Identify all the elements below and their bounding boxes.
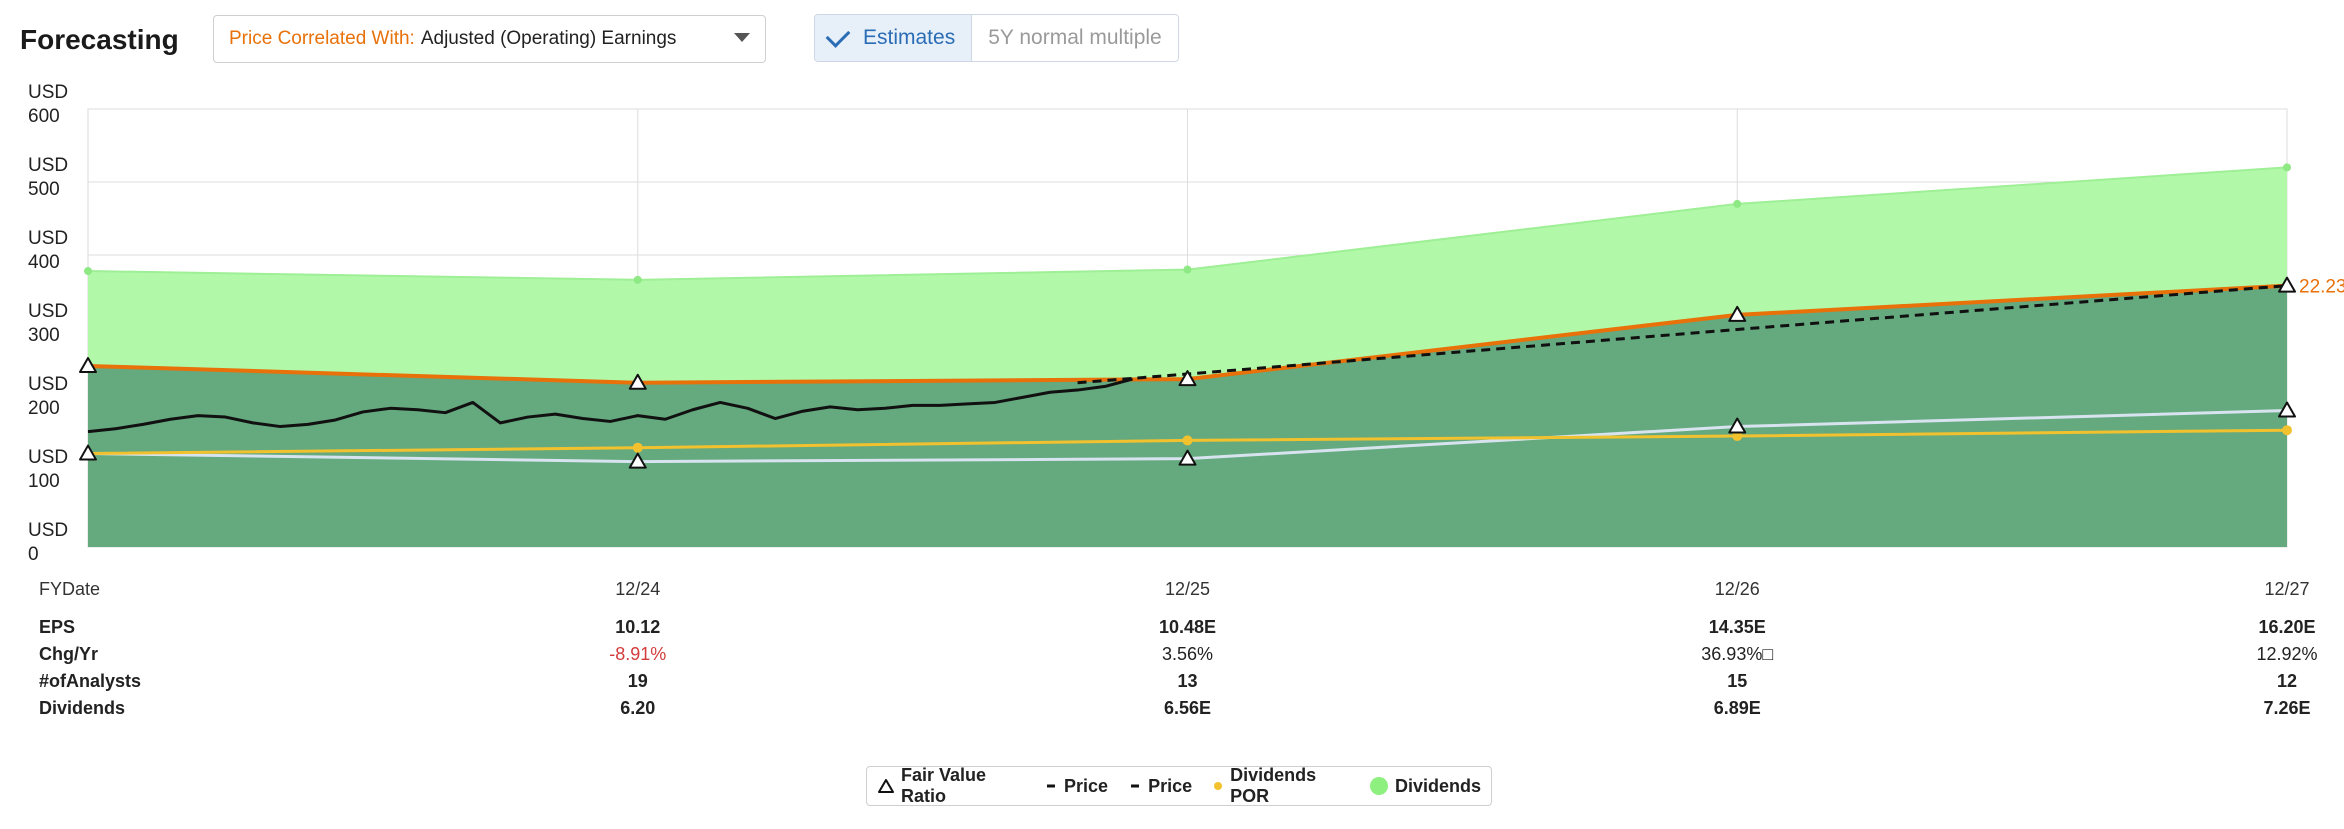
x-tick-label: 12/27: [2264, 579, 2309, 599]
fair-value-ratio-marker: [1178, 449, 1197, 466]
fair-value-ratio-marker: [628, 452, 647, 469]
x-tick-label: 12/24: [615, 579, 660, 599]
dropdown-label: Price Correlated With:: [229, 28, 415, 49]
chart-legend: Fair Value Ratio Price Price Dividends P…: [866, 765, 1492, 807]
y-tick-currency: USD: [28, 82, 68, 103]
y-tick-currency: USD: [28, 447, 68, 468]
legend-item-dividends[interactable]: Dividends: [1369, 776, 1481, 797]
table-cell: 7.26E: [2263, 698, 2311, 718]
table-cell: 10.48E: [1158, 617, 1217, 637]
dot-icon: [1369, 776, 1389, 796]
y-tick-currency: USD: [28, 520, 68, 541]
table-cell: 13: [1177, 671, 1198, 691]
dropdown-value: Adjusted (Operating) Earnings: [420, 28, 677, 49]
x-tick-label: 12/26: [1715, 579, 1760, 599]
price-line: [87, 377, 1133, 434]
fair-value-ratio-marker: [628, 373, 647, 390]
normal-multiple-button[interactable]: 5Y normal multiple: [972, 15, 1178, 61]
table-cell: 19: [627, 671, 648, 691]
table-cell: 6.56E: [1163, 698, 1212, 718]
dividends-point: [1183, 265, 1192, 274]
table-cell: 6.20: [620, 698, 656, 718]
legend-label: Dividends POR: [1230, 765, 1317, 806]
fair-value-ratio-marker: [2278, 276, 2296, 293]
fair-value-ratio-marker: [79, 356, 97, 373]
y-tick-label: 100: [28, 471, 60, 492]
table-cell: -8.91%: [609, 644, 667, 664]
page-title: Forecasting: [20, 24, 179, 55]
table-cell: 14.35E: [1708, 617, 1766, 637]
dividends-point: [84, 267, 92, 276]
estimates-label: Estimates: [863, 26, 956, 49]
triangle-icon: [877, 778, 895, 794]
y-tick-currency: USD: [28, 301, 68, 322]
end-value-label: 22.23: [2299, 277, 2344, 298]
legend-item-dividends-por[interactable]: Dividends POR: [1212, 765, 1349, 807]
dividends-por-point: [632, 442, 643, 453]
table-row-label: Dividends: [39, 698, 126, 718]
table-cell: 3.56%: [1161, 644, 1214, 664]
table-cell: 10.12: [615, 617, 661, 637]
y-tick-label: 600: [28, 106, 60, 127]
y-tick-label: 200: [28, 398, 60, 419]
dash-icon: [1128, 781, 1142, 791]
table-cell: 6.89E: [1713, 698, 1761, 718]
y-tick-currency: USD: [28, 155, 68, 176]
fair-value-ratio-marker: [1728, 417, 1747, 434]
table-cell: 16.20E: [2258, 617, 2316, 637]
y-tick-currency: USD: [28, 374, 68, 395]
price-correlated-dropdown[interactable]: Price Correlated With: Adjusted (Operati…: [213, 15, 766, 63]
dividends-por-point: [2282, 425, 2292, 436]
forecast-chart: 22.23 USD 0 USD 100 USD 200 USD 300 USD 400 USD 500 U…: [28, 82, 2344, 599]
price-estimate-line: [1077, 284, 2288, 385]
view-toggle: Estimates 5Y normal multiple: [814, 14, 1179, 62]
y-tick-label: 500: [28, 179, 60, 200]
x-axis-label: FYDate: [39, 579, 100, 599]
y-tick-currency: USD: [28, 228, 68, 249]
fair-value-ratio-marker: [2278, 401, 2296, 418]
dividends-point: [1733, 199, 1742, 208]
table-row-label: EPS: [39, 617, 76, 637]
dividends-por-point: [1182, 435, 1193, 446]
fair-value-ratio-marker: [1728, 305, 1747, 322]
table-cell: 15: [1727, 671, 1748, 691]
estimates-button[interactable]: Estimates: [815, 15, 973, 61]
fair-value-ratio-marker: [1178, 370, 1197, 387]
table-cell: 36.93%□: [1701, 644, 1774, 664]
legend-label: Price: [1148, 775, 1193, 796]
fair-value-area: [88, 285, 2287, 547]
y-tick-label: 0: [28, 544, 39, 565]
dash-icon: [1044, 781, 1058, 791]
fair-value-ratio-marker: [79, 444, 97, 461]
table-cell: 12.92%: [2256, 644, 2318, 664]
legend-item-fair-value[interactable]: Fair Value Ratio: [877, 765, 1024, 807]
dividends-point: [2283, 163, 2291, 172]
chevron-down-icon: [734, 33, 750, 42]
legend-label: Price: [1064, 775, 1109, 796]
table-row-label: Chg/Yr: [39, 644, 99, 664]
y-tick-label: 300: [28, 325, 60, 346]
table-row-label: #ofAnalysts: [39, 671, 142, 691]
legend-label: Fair Value Ratio: [901, 765, 987, 806]
legend-item-price-1[interactable]: Price: [1044, 776, 1108, 797]
table-cell: 12: [2276, 671, 2298, 691]
dividends-point: [633, 275, 642, 284]
legend-item-price-2[interactable]: Price: [1128, 776, 1192, 797]
y-tick-label: 400: [28, 252, 60, 273]
dot-icon: [1212, 780, 1224, 792]
normal-multiple-label: 5Y normal multiple: [988, 26, 1162, 49]
x-tick-label: 12/25: [1165, 579, 1210, 599]
legend-label: Dividends: [1394, 775, 1481, 796]
